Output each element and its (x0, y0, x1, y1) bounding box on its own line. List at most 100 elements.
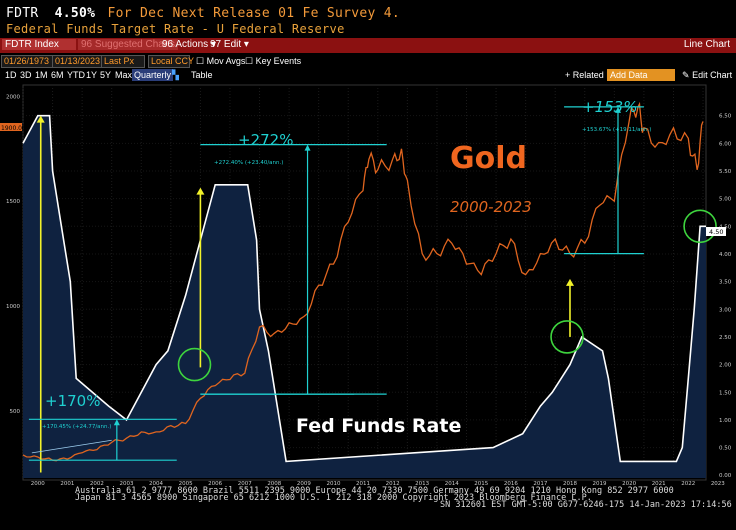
footer-contacts-2: Japan 81 3 4565 8900 Singapore 65 6212 1… (75, 493, 592, 503)
right-axis-tick-label: 1.00 (719, 418, 732, 424)
x-tick-label: 2013 (415, 481, 429, 487)
mov-avgs-toggle[interactable]: ☐ Mov Avgs (196, 56, 246, 66)
right-axis-tick-label: 0.50 (719, 446, 732, 452)
left-axis-tick-label: 500 (10, 409, 21, 415)
key-events-toggle[interactable]: ☐ Key Events (245, 56, 302, 66)
edit-menu[interactable]: 97 Edit ▾ (210, 39, 249, 50)
x-tick-label: 2021 (652, 481, 666, 487)
right-axis-tick-label: 5.00 (719, 197, 732, 203)
left-axis-tick-label: 2000 (6, 94, 20, 100)
x-tick-label: 2011 (356, 481, 370, 487)
x-tick-label: 2023 (711, 481, 725, 487)
security-subtitle: Federal Funds Target Rate - U Federal Re… (6, 22, 345, 36)
gain-170-label: +170% (45, 392, 100, 410)
x-tick-label: 2020 (622, 481, 636, 487)
right-axis-tick-label: 3.50 (719, 280, 732, 286)
security-header: FDTR 4.50% For Dec Next Release 01 Fe Su… (6, 6, 400, 21)
highlight-circle (683, 209, 717, 244)
x-tick-label: 2000 (31, 481, 45, 487)
period-bar: 1D 3D 1M 6M YTD 1Y 5Y Max Quarterly ▚ Ta… (0, 69, 736, 81)
right-axis-tick-label: 6.00 (719, 141, 732, 147)
period-label: For Dec (107, 6, 165, 21)
x-tick-label: 2016 (504, 481, 518, 487)
suggested-charts-button[interactable]: 96 Suggested Charts (78, 39, 178, 50)
chevron-down-icon: ▾ (210, 39, 216, 50)
right-axis-tick-label: 1.50 (719, 390, 732, 396)
rate-hike-arrow-2-head (196, 187, 205, 195)
gold-gain-bracket-1-head (113, 419, 120, 426)
edit-chart-button[interactable]: ✎ Edit Chart (682, 69, 732, 81)
x-tick-label: 2014 (445, 481, 459, 487)
index-field[interactable]: FDTR Index (2, 39, 76, 50)
actions-label: 96 Actions (162, 39, 209, 50)
pencil-icon: ✎ (682, 70, 690, 80)
gold-title: Gold (450, 141, 527, 176)
x-tick-label: 2018 (563, 481, 577, 487)
x-tick-label: 2003 (119, 481, 133, 487)
period-ytd[interactable]: YTD (67, 70, 85, 80)
rate-series-line (22, 114, 706, 463)
period-1d[interactable]: 1D (5, 70, 17, 80)
add-data-input[interactable]: Add Data (607, 69, 675, 81)
period-3d[interactable]: 3D (20, 70, 32, 80)
actions-menu[interactable]: 96 Actions ▾ (162, 39, 216, 50)
left-axis-tick-label: 1500 (6, 199, 20, 205)
x-tick-label: 2009 (297, 481, 311, 487)
x-tick-label: 2019 (593, 481, 607, 487)
range-bar: 01/26/1973 01/13/2023 Last Px Local CCY … (0, 55, 736, 68)
gold-last-value: 1900.00 (1, 125, 26, 132)
ticker-symbol: FDTR (6, 6, 39, 21)
gold-last-badge (0, 123, 22, 131)
related-data-button[interactable]: + Related Dat (565, 70, 621, 80)
gain-153-label: +153% (582, 98, 637, 116)
rate-last-badge (706, 227, 726, 236)
right-axis-tick-label: 2.00 (719, 363, 732, 369)
line-chart-icon[interactable]: ▚ (172, 70, 179, 80)
right-axis-tick-label: 0.00 (719, 473, 732, 479)
frequency-select[interactable]: Quarterly (132, 69, 174, 81)
x-tick-label: 2004 (149, 481, 163, 487)
currency-select[interactable]: Local CCY (148, 55, 194, 68)
x-tick-label: 2012 (386, 481, 400, 487)
x-tick-label: 2008 (267, 481, 281, 487)
footer-contacts-1: Australia 61 2 9777 8600 Brazil 5511 239… (75, 486, 674, 496)
period-5y[interactable]: 5Y (100, 70, 112, 80)
x-tick-label: 2002 (90, 481, 104, 487)
period-max[interactable]: Max (115, 70, 133, 80)
edit-label: 97 Edit (210, 39, 242, 50)
right-axis-tick-label: 3.00 (719, 307, 732, 313)
function-toolbar: FDTR Index 96 Suggested Charts 96 Action… (0, 38, 736, 53)
gain-170-detail: +170.45% (+24.77/ann.) (42, 424, 111, 430)
x-tick-label: 2007 (238, 481, 252, 487)
x-tick-label: 2017 (533, 481, 547, 487)
x-tick-label: 2015 (474, 481, 488, 487)
x-tick-label: 2001 (60, 481, 74, 487)
price-field-select[interactable]: Last Px (101, 55, 145, 68)
chevron-down-icon: ▾ (243, 39, 249, 50)
left-axis-tick-label: 1000 (6, 304, 20, 310)
highlight-circle (177, 347, 212, 382)
survey-value: Survey 4. (326, 6, 401, 21)
gain-153-detail: +153.67% (+19.11/ann.) (582, 127, 651, 133)
gold-series-line (22, 101, 704, 462)
period-1m[interactable]: 1M (35, 70, 48, 80)
period-6m[interactable]: 6M (51, 70, 64, 80)
right-axis-tick-label: 5.50 (719, 169, 732, 175)
gain-272-label: +272% (238, 131, 293, 149)
rate-area-fill (23, 115, 706, 478)
x-tick-label: 2022 (681, 481, 695, 487)
x-tick-label: 2010 (326, 481, 340, 487)
highlight-circle (550, 320, 584, 354)
fed-funds-label: Fed Funds Rate (296, 415, 461, 437)
chart-type-label: Line Chart (683, 39, 730, 50)
start-date-field[interactable]: 01/26/1973 (1, 55, 53, 68)
x-tick-label: 2005 (179, 481, 193, 487)
rate-hike-arrow-3-head (565, 278, 574, 286)
table-button[interactable]: Table (191, 70, 213, 80)
period-1y[interactable]: 1Y (86, 70, 98, 80)
mov-avgs-label: Mov Avgs (206, 56, 246, 66)
gold-gain-bracket-2-head (304, 144, 311, 151)
edit-chart-label: Edit Chart (692, 70, 733, 80)
footer-session: SN 312601 EST GMT-5:00 G677-6246-175 14-… (440, 500, 732, 510)
